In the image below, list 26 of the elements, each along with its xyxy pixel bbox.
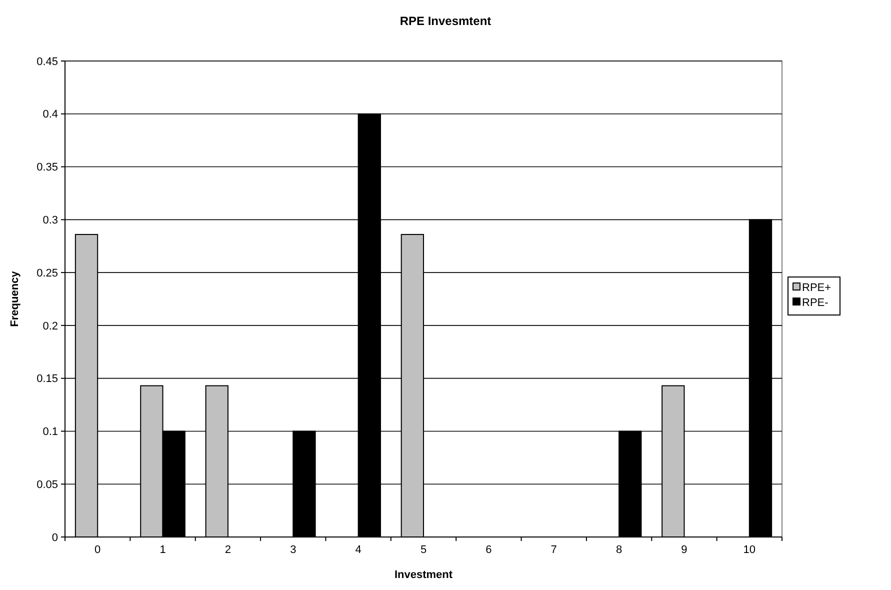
x-tick-label: 4 (355, 544, 362, 556)
x-tick-label: 8 (616, 544, 622, 556)
x-tick-label: 5 (420, 544, 427, 556)
x-axis-title: Investment (394, 569, 453, 581)
x-tick-label: 6 (486, 544, 492, 556)
x-tick-label: 2 (224, 544, 232, 556)
y-tick-label: 0.3 (42, 214, 58, 227)
x-tick-label: 7 (550, 544, 557, 556)
y-tick-label: 0.25 (36, 267, 58, 280)
y-tick-label: 0.2 (42, 320, 58, 332)
x-tick-label: 0 (94, 544, 101, 556)
x-tick-label: 1 (160, 544, 166, 556)
y-tick-label: 0.1 (42, 426, 58, 438)
x-tick-label: 10 (743, 544, 756, 556)
x-tick-label: 9 (681, 544, 688, 556)
legend-label: RPE+ (802, 282, 832, 294)
y-tick-label: 0 (52, 532, 58, 544)
y-tick-label: 0.4 (42, 108, 58, 121)
y-tick-label: 0.15 (36, 373, 58, 386)
y-tick-label: 0.05 (36, 478, 58, 491)
y-tick-label: 0.45 (36, 56, 58, 68)
legend-label: RPE- (802, 296, 829, 309)
x-tick-label: 3 (290, 544, 296, 556)
y-tick-label: 0.35 (36, 162, 58, 174)
y-axis-title: Frequency (9, 270, 21, 327)
chart-title: RPE Invesmtent (400, 14, 492, 28)
